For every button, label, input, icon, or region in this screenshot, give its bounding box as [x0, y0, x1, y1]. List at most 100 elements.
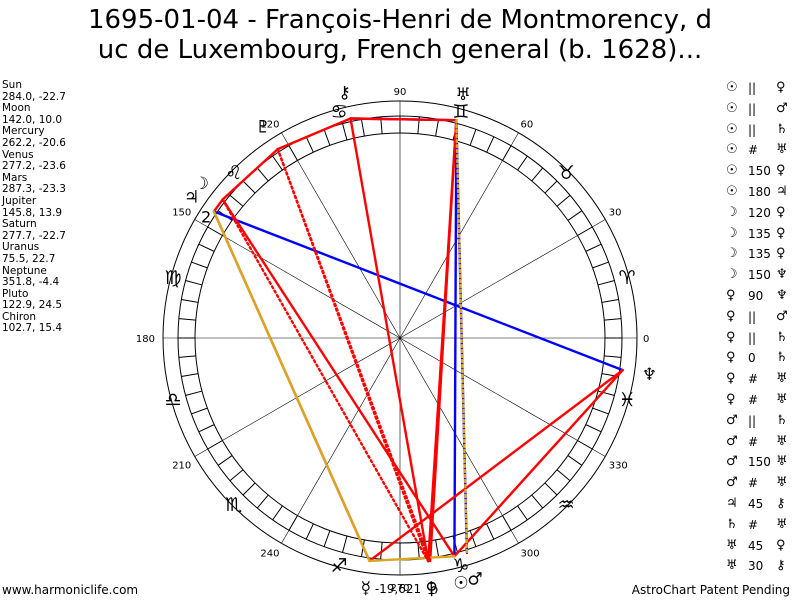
position-value-jupiter: 145.8, 13.9 — [2, 206, 63, 219]
aspect-row: ♂ || ♄ — [726, 413, 798, 432]
degree-tick — [567, 455, 583, 466]
degree-label: 210 — [172, 461, 191, 472]
degree-label: 0 — [643, 334, 649, 345]
degree-tick — [604, 318, 622, 321]
aspect-symbol: 150 — [748, 455, 771, 470]
degree-tick — [597, 390, 615, 396]
aspect-symbol: || — [748, 101, 757, 116]
zodiac-sign-icon: ♑ — [452, 555, 469, 577]
aspect-row: ♂ 150 ♅ — [726, 454, 798, 473]
aspect-symbol: 90 — [748, 289, 764, 303]
zodiac-sign-icon: ♋ — [331, 101, 348, 123]
degree-tick — [185, 390, 203, 396]
aspect-planet-1-icon: ☽ — [726, 246, 738, 262]
aspect-row: ♀ 90 ♆ — [726, 288, 798, 307]
position-name-jupiter: Jupiter — [2, 194, 37, 207]
aspect-row: ☽ 135 ♀ — [726, 246, 798, 265]
aspect-line — [368, 555, 456, 563]
degree-label: 240 — [260, 549, 279, 560]
aspect-planet-2-icon: ♂ — [776, 100, 788, 116]
aspect-symbol: # — [748, 517, 759, 532]
aspect-planet-2-icon: ♀ — [776, 204, 786, 220]
aspect-planet-2-icon: ⚷ — [776, 558, 786, 574]
aspect-planet-1-icon: ♀ — [726, 371, 736, 387]
aspect-row: ☉ || ♂ — [726, 101, 798, 120]
degree-tick — [585, 243, 602, 252]
aspect-planet-1-icon: ☉ — [726, 184, 738, 199]
degree-tick — [544, 482, 558, 496]
position-value-venus: 277.2, -23.6 — [2, 160, 66, 173]
aspect-row: ♀ 0 ♄ — [726, 350, 798, 369]
planet-uranus-icon: ♅ — [455, 85, 470, 105]
planet-venus-icon: ♀ — [425, 579, 437, 599]
aspect-row: ☽ 150 ♆ — [726, 267, 798, 286]
aspect-planet-1-icon: ♀ — [726, 329, 736, 345]
degree-tick — [342, 123, 348, 141]
degree-tick — [531, 494, 544, 509]
aspect-line — [453, 118, 458, 558]
zodiac-sign-icon: ♊ — [452, 101, 469, 123]
position-name-sun: Sun — [2, 79, 22, 91]
aspect-row: ☉ || ♀ — [726, 80, 798, 99]
zodiac-sign-icon: ♉ — [558, 162, 575, 184]
aspect-planet-1-icon: ♀ — [726, 288, 736, 303]
aspect-planet-2-icon: ♀ — [776, 246, 786, 262]
degree-tick — [229, 469, 244, 482]
aspect-planet-1-icon: ☽ — [726, 225, 738, 241]
planet-mars-icon: ♂ — [467, 570, 482, 590]
aspect-row: ☽ 135 ♀ — [726, 226, 798, 245]
aspect-planet-1-icon: ♂ — [726, 454, 738, 470]
aspect-row: ♀ || ♂ — [726, 309, 798, 328]
degree-label: 90 — [394, 87, 407, 98]
position-value-neptune: 351.8, -4.4 — [2, 276, 60, 289]
degree-tick — [242, 482, 256, 496]
footer-website[interactable]: www.harmoniclife.com — [2, 583, 139, 597]
aspect-symbol: || — [748, 122, 757, 137]
aspect-row: ☉ 150 ♀ — [726, 163, 798, 182]
degree-tick — [229, 194, 244, 207]
position-name-pluto: Pluto — [2, 287, 29, 300]
division-line — [399, 219, 606, 339]
aspect-symbol: || — [748, 330, 757, 345]
aspect-line — [212, 198, 224, 213]
degree-tick — [242, 180, 256, 194]
aspect-planet-2-icon: ♅ — [776, 392, 788, 407]
degree-tick — [178, 355, 196, 358]
planet-saturn-icon: ♄ — [426, 579, 441, 599]
aspect-planet-2-icon: ♄ — [776, 329, 788, 345]
aspect-planet-2-icon: ♀ — [776, 80, 786, 95]
degree-tick — [191, 407, 208, 415]
degree-tick — [486, 523, 495, 540]
division-line — [194, 219, 401, 339]
aspect-line — [349, 117, 430, 563]
aspect-planet-2-icon: ♅ — [776, 142, 788, 158]
aspect-planet-1-icon: ♅ — [726, 558, 738, 574]
aspect-planet-2-icon: ♅ — [776, 475, 788, 491]
aspect-symbol: 135 — [748, 247, 771, 262]
degree-tick — [181, 298, 199, 303]
aspect-planet-2-icon: ♆ — [776, 288, 788, 303]
degree-tick — [360, 119, 365, 137]
aspect-planet-2-icon: ♂ — [776, 308, 788, 324]
aspect-row: ♅ 45 ♀ — [726, 538, 798, 557]
aspect-planet-1-icon: ☉ — [726, 163, 738, 179]
position-name-mars: Mars — [2, 171, 28, 184]
aspect-planet-2-icon: ♀ — [776, 163, 786, 179]
planet-mercury-icon: ☿ — [361, 579, 371, 599]
aspect-planet-1-icon: ♂ — [726, 412, 738, 428]
degree-label: 120 — [260, 119, 279, 130]
zodiac-sign-icon: ♍ — [164, 267, 181, 289]
zodiac-sign-icon: ♓ — [618, 389, 635, 411]
aspect-symbol: 120 — [748, 205, 771, 220]
degree-tick — [435, 539, 440, 557]
position-name-saturn: Saturn — [2, 218, 37, 231]
planet-neptune-icon: ♆ — [642, 365, 657, 385]
zodiac-sign-icon: ♌ — [225, 162, 242, 184]
aspect-line — [212, 210, 624, 372]
degree-tick — [597, 280, 615, 286]
aspect-row: ♀ || ♄ — [726, 330, 798, 349]
aspect-row: ♃ 45 ⚷ — [726, 496, 798, 515]
aspect-planet-2-icon: ♄ — [776, 121, 788, 137]
